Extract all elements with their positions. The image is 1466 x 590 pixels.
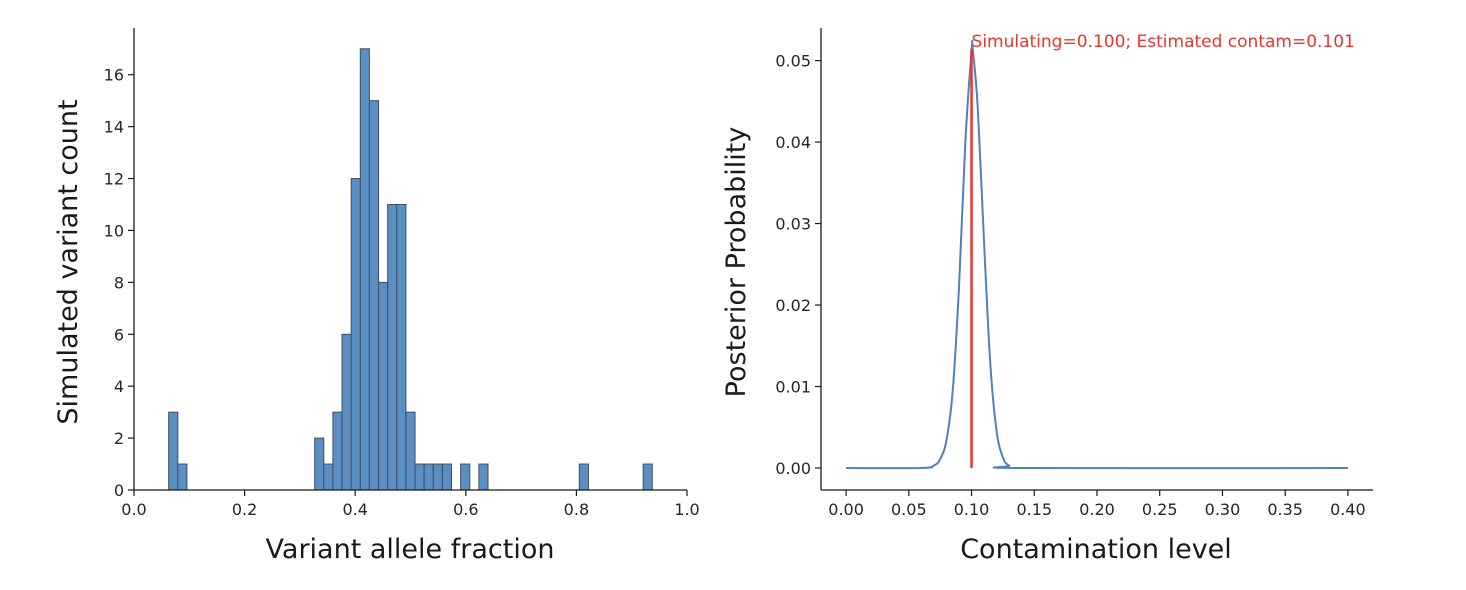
histogram-bar <box>314 437 325 491</box>
histogram-bar <box>387 203 398 491</box>
histogram-bar <box>323 463 334 491</box>
histogram-x-tick-label: 0.4 <box>342 500 367 519</box>
histogram-y-tick-label: 2 <box>114 429 124 448</box>
posterior-x-tick-label: 0.30 <box>1205 500 1241 519</box>
histogram-bar <box>341 333 352 491</box>
posterior-x-tick-label: 0.35 <box>1267 500 1303 519</box>
posterior-y-tick-label: 0.05 <box>775 52 811 71</box>
histogram-bar <box>177 463 188 491</box>
histogram-bar <box>368 100 380 491</box>
posterior-chart: 0.00 0.05 0.10 0.15 0.20 0.25 0.30 0.35 0.40 0.0… <box>721 28 1373 565</box>
histogram-y-tick-label: 16 <box>104 66 124 85</box>
posterior-x-tick-label: 0.05 <box>891 500 927 519</box>
histogram-y-ticks: 0 2 4 6 8 10 12 14 16 <box>104 66 134 500</box>
histogram-x-tick-label: 1.0 <box>674 500 699 519</box>
posterior-x-axis-title: Contamination level <box>960 534 1232 565</box>
histogram-y-tick-label: 0 <box>114 481 124 500</box>
histogram-bar <box>332 411 343 491</box>
histogram-y-tick-label: 10 <box>104 221 124 240</box>
posterior-x-tick-label: 0.20 <box>1079 500 1115 519</box>
histogram-bar <box>423 463 434 491</box>
posterior-y-tick-label: 0.03 <box>775 215 811 234</box>
histogram-bar <box>578 463 589 491</box>
histogram-bar <box>441 463 453 491</box>
histogram-bar <box>432 463 443 491</box>
estimate-annotation: Simulating=0.100; Estimated contam=0.101 <box>972 32 1355 52</box>
histogram-y-tick-label: 8 <box>114 273 124 292</box>
posterior-y-tick-label: 0.00 <box>775 459 811 478</box>
histogram-x-tick-label: 0.6 <box>453 500 478 519</box>
histogram-y-tick-label: 12 <box>104 170 124 189</box>
histogram-bar <box>460 463 471 491</box>
histogram-bar <box>359 48 370 491</box>
posterior-x-tick-label: 0.10 <box>954 500 990 519</box>
histogram-x-axis-title: Variant allele fraction <box>266 534 555 565</box>
posterior-x-tick-label: 0.25 <box>1142 500 1178 519</box>
posterior-y-tick-label: 0.04 <box>775 133 811 152</box>
histogram-y-tick-label: 14 <box>104 118 124 137</box>
posterior-x-ticks: 0.00 0.05 0.10 0.15 0.20 0.25 0.30 0.35 0.40 <box>828 490 1366 519</box>
histogram-bar <box>478 463 489 491</box>
histogram-y-tick-label: 4 <box>114 377 124 396</box>
histogram-bar <box>168 411 179 491</box>
histogram-x-tick-label: 0.8 <box>564 500 589 519</box>
posterior-y-ticks: 0.00 0.01 0.02 0.03 0.04 0.05 <box>775 52 821 478</box>
posterior-x-tick-label: 0.00 <box>828 500 864 519</box>
histogram-y-axis-title: Simulated variant count <box>53 99 84 424</box>
histogram-bar <box>414 463 425 491</box>
histogram-bar <box>642 463 653 491</box>
posterior-y-tick-label: 0.02 <box>775 296 811 315</box>
histogram-bar <box>378 281 389 491</box>
posterior-x-tick-label: 0.15 <box>1016 500 1052 519</box>
posterior-y-tick-label: 0.01 <box>775 378 811 397</box>
histogram-bar <box>405 411 416 491</box>
histogram-y-tick-label: 6 <box>114 325 124 344</box>
posterior-x-tick-label: 0.40 <box>1330 500 1366 519</box>
histogram-x-tick-label: 0.2 <box>232 500 257 519</box>
histogram-bars <box>168 48 653 491</box>
posterior-series-line <box>846 39 1348 470</box>
histogram-bar <box>350 178 361 491</box>
histogram-x-ticks: 0.0 0.2 0.4 0.6 0.8 1.0 <box>121 490 700 519</box>
histogram-x-tick-label: 0.0 <box>121 500 146 519</box>
posterior-y-axis-title: Posterior Probability <box>721 127 752 398</box>
histogram-chart: 0.0 0.2 0.4 0.6 0.8 1.0 0 2 4 6 8 10 12 14 16 Variant… <box>53 28 700 565</box>
histogram-bar <box>396 203 407 491</box>
